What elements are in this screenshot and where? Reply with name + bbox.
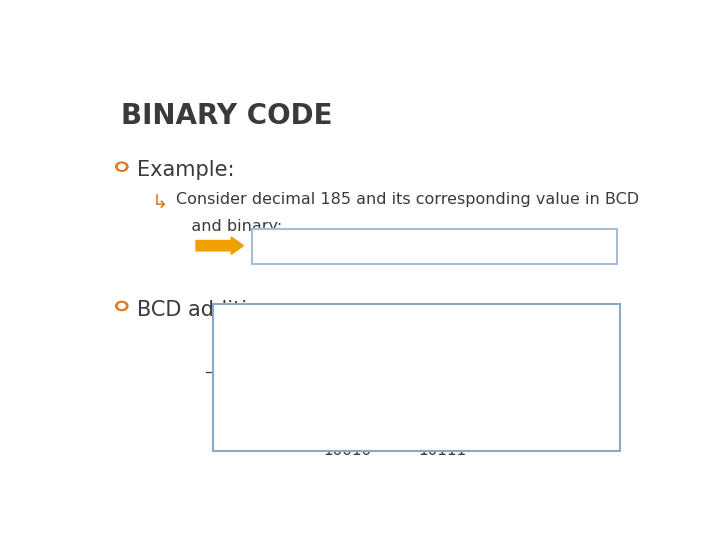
Text: +1000: +1000 <box>320 349 372 364</box>
Text: +0101: +0101 <box>228 349 280 364</box>
Circle shape <box>116 301 128 310</box>
Text: 0100: 0100 <box>333 319 372 333</box>
Text: +5: +5 <box>215 349 238 364</box>
Text: +1001: +1001 <box>415 349 467 364</box>
Text: 17: 17 <box>402 381 422 396</box>
Text: 4: 4 <box>320 319 330 333</box>
Text: BINARY CODE: BINARY CODE <box>121 102 332 130</box>
Text: 10010: 10010 <box>324 443 372 458</box>
Text: 8: 8 <box>413 319 422 333</box>
Text: 9: 9 <box>228 381 238 396</box>
FancyBboxPatch shape <box>252 229 617 265</box>
Text: $(185)_{10} = (0001\ 1000\ 0101)_{\mathrm{BCD}} = (10111001)_2$: $(185)_{10} = (0001\ 1000\ 0101)_{\mathr… <box>248 238 618 256</box>
Text: +0110: +0110 <box>415 412 467 427</box>
Text: +8: +8 <box>307 349 330 364</box>
Text: +0110: +0110 <box>320 412 372 427</box>
Text: and binary:: and binary: <box>176 219 283 234</box>
Text: 4: 4 <box>228 319 238 333</box>
Text: 1100: 1100 <box>333 381 372 396</box>
Circle shape <box>119 303 125 308</box>
FancyBboxPatch shape <box>213 304 620 451</box>
Text: +9: +9 <box>400 349 422 364</box>
Text: 10111: 10111 <box>418 443 467 458</box>
Text: 12: 12 <box>311 381 330 396</box>
Text: 10001: 10001 <box>418 381 467 396</box>
Text: ↳: ↳ <box>151 194 168 213</box>
Text: BCD additio: BCD additio <box>138 300 261 320</box>
Circle shape <box>119 164 125 169</box>
Text: Consider decimal 185 and its corresponding value in BCD: Consider decimal 185 and its correspondi… <box>176 192 639 207</box>
Circle shape <box>116 162 128 171</box>
Text: 1000: 1000 <box>428 319 467 333</box>
Text: 0100: 0100 <box>241 319 280 333</box>
FancyArrow shape <box>196 237 243 254</box>
Text: Example:: Example: <box>138 160 235 180</box>
Text: 1001: 1001 <box>241 381 280 396</box>
